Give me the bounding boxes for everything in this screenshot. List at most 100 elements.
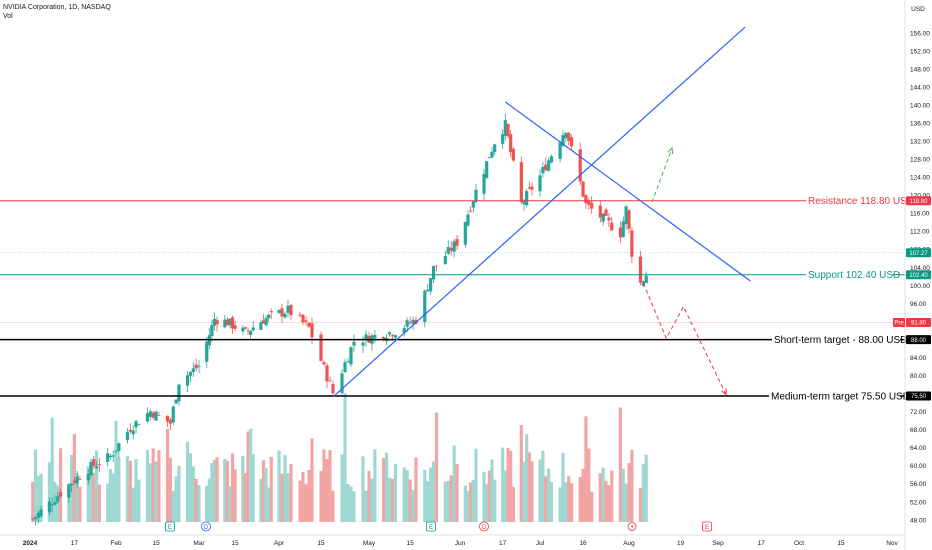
volume-bar — [89, 463, 93, 522]
candle-body — [490, 151, 494, 158]
candle-body — [246, 330, 250, 332]
candle-body — [361, 342, 365, 346]
candle-body — [509, 134, 513, 152]
volume-bar — [36, 475, 40, 522]
candle-body — [541, 167, 545, 174]
volume-bar — [304, 484, 308, 522]
event-marker[interactable] — [165, 521, 175, 532]
event-marker[interactable] — [479, 521, 489, 532]
candle-body — [145, 413, 150, 422]
candle-body — [264, 317, 268, 326]
volume-bar — [114, 420, 118, 522]
candle-body — [128, 429, 132, 432]
candle-body — [157, 414, 161, 416]
volume-bar — [527, 452, 531, 522]
volume-bar — [165, 428, 170, 522]
volume-bar — [75, 473, 79, 522]
volume-bar — [538, 459, 542, 522]
volume-bar — [197, 484, 201, 522]
price-tag-label: Pre — [894, 321, 904, 327]
volume-bar — [137, 479, 141, 522]
candle-body — [373, 334, 377, 339]
volume-bar — [405, 470, 409, 522]
candle-body — [598, 205, 602, 218]
candle-body — [493, 144, 497, 152]
level-label-background — [806, 267, 892, 281]
price-tick-label: 84.00 — [910, 355, 927, 362]
volume-bar — [145, 450, 150, 522]
falling-trendline[interactable] — [504, 101, 751, 282]
volume-bar — [411, 489, 415, 522]
candle-body — [610, 222, 614, 231]
price-tick-label: 144.00 — [910, 84, 930, 91]
time-tick-label: 16 — [579, 540, 587, 547]
volume-bar — [177, 465, 181, 522]
volume-bar — [259, 478, 263, 522]
candle-body — [402, 328, 406, 333]
volume-bar — [431, 461, 436, 522]
time-tick-label: Oct — [794, 540, 804, 547]
event-marker[interactable] — [201, 521, 211, 532]
volume-bar — [564, 481, 568, 522]
volume-bar — [39, 473, 43, 522]
candle-body — [411, 319, 415, 324]
candle-body — [134, 421, 138, 428]
level-label: Short-term target - 88.00 USD — [774, 335, 907, 346]
candle-body — [310, 323, 314, 338]
candle-body — [47, 501, 52, 513]
time-tick-label: Nov — [886, 540, 898, 547]
bearish-projection-arrow[interactable] — [642, 283, 727, 395]
time-tick-label: Apr — [274, 540, 285, 547]
volume-bar — [446, 480, 450, 522]
candle-body — [131, 430, 135, 435]
candle-body — [56, 496, 60, 502]
candle-body — [364, 334, 368, 341]
volume-bar — [230, 453, 235, 522]
candle-body — [604, 209, 608, 216]
volume-bar — [584, 416, 588, 522]
candle-body — [408, 322, 412, 324]
candle-body — [349, 347, 353, 365]
candle-body — [527, 187, 531, 189]
candle-body — [390, 335, 395, 337]
candle-body — [618, 227, 622, 238]
candle-body — [621, 221, 625, 238]
price-tick-label: 112.00 — [910, 229, 930, 236]
volume-bar — [188, 453, 193, 522]
symbol-title: NVIDIA Corporation, 1D, NASDAQ — [3, 4, 111, 11]
volume-bar — [191, 466, 195, 522]
time-tick-label: 15 — [837, 540, 845, 547]
candle-body — [177, 384, 181, 402]
volume-bar — [349, 486, 353, 522]
volume-bar — [92, 472, 96, 522]
candle-body — [108, 455, 113, 458]
candle-body — [171, 406, 175, 423]
volume-bar — [598, 473, 602, 522]
event-marker[interactable] — [426, 521, 436, 532]
candle-body — [137, 424, 141, 425]
candle-body — [148, 411, 152, 417]
price-tick-label: 128.00 — [910, 157, 930, 164]
volume-bar — [328, 450, 332, 522]
volume-bar — [325, 458, 329, 522]
volume-bar — [506, 447, 510, 522]
drawings[interactable]: Resistance 118.80 USD Support 102.40 USD S… — [0, 26, 914, 402]
volume-bar — [601, 467, 605, 522]
price-tick-label: 64.00 — [910, 445, 927, 452]
candle-body — [423, 290, 427, 323]
bullish-projection-arrow[interactable] — [651, 147, 673, 203]
time-tick-label: 17 — [758, 540, 766, 547]
rising-trendline[interactable] — [332, 26, 746, 398]
price-tick-label: 132.00 — [910, 139, 930, 146]
volume-bar — [361, 456, 365, 522]
event-marker[interactable] — [702, 521, 712, 532]
price-tick-label: 100.00 — [910, 283, 930, 290]
time-tick-label: Sep — [712, 540, 724, 547]
volume-bar — [618, 407, 622, 522]
time-tick-label: 15 — [406, 540, 414, 547]
price-tick-label: 72.00 — [910, 409, 927, 416]
price-tick-label: 156.00 — [910, 30, 930, 37]
candle-body — [519, 162, 523, 203]
